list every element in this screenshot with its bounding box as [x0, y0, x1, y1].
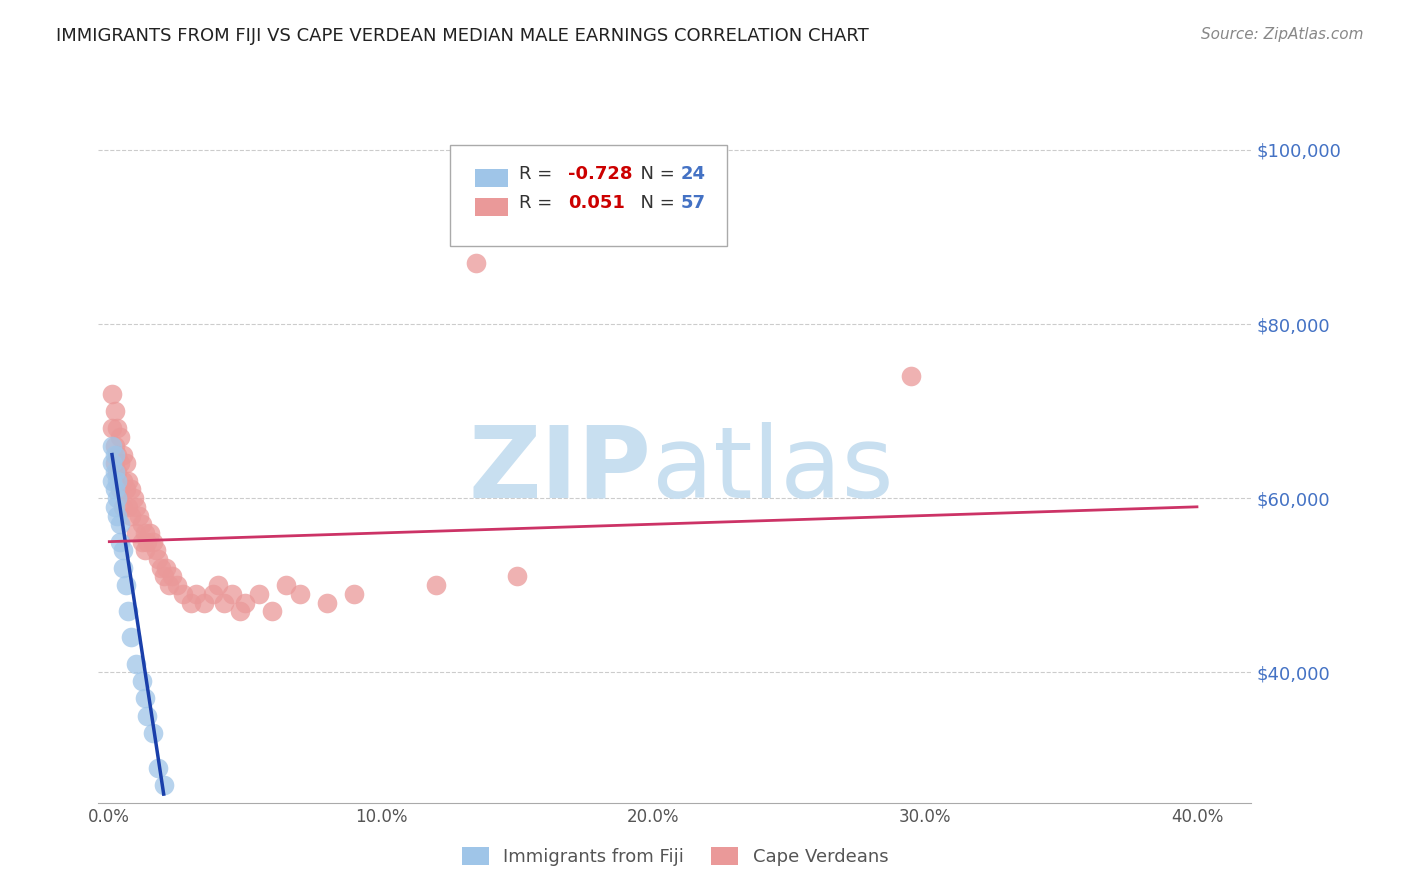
Point	[111, 500, 134, 514]
Point	[134, 525, 156, 540]
FancyBboxPatch shape	[475, 169, 508, 187]
Point	[104, 439, 127, 453]
Point	[136, 534, 159, 549]
Point	[107, 508, 129, 523]
Text: R =: R =	[519, 165, 558, 183]
Text: IMMIGRANTS FROM FIJI VS CAPE VERDEAN MEDIAN MALE EARNINGS CORRELATION CHART: IMMIGRANTS FROM FIJI VS CAPE VERDEAN MED…	[56, 27, 869, 45]
Point	[114, 483, 136, 497]
Point	[142, 534, 165, 549]
Point	[207, 578, 229, 592]
Point	[136, 708, 159, 723]
Point	[104, 404, 127, 418]
Point	[131, 673, 153, 688]
Point	[101, 386, 124, 401]
Point	[152, 569, 174, 583]
Point	[148, 552, 170, 566]
Point	[125, 525, 148, 540]
Point	[193, 596, 215, 610]
Point	[157, 578, 180, 592]
Point	[120, 483, 142, 497]
Point	[104, 483, 127, 497]
Text: ZIP: ZIP	[470, 422, 652, 519]
Point	[108, 483, 131, 497]
Text: 24: 24	[681, 165, 706, 183]
Point	[107, 448, 129, 462]
Point	[288, 587, 311, 601]
Point	[122, 491, 145, 505]
Point	[101, 474, 124, 488]
Point	[107, 474, 129, 488]
FancyBboxPatch shape	[475, 198, 508, 216]
Text: Source: ZipAtlas.com: Source: ZipAtlas.com	[1201, 27, 1364, 42]
Point	[101, 456, 124, 470]
Point	[120, 508, 142, 523]
Point	[229, 604, 252, 618]
Point	[201, 587, 224, 601]
Point	[160, 569, 183, 583]
Point	[104, 448, 127, 462]
Text: 0.051: 0.051	[568, 194, 624, 212]
Point	[233, 596, 256, 610]
Point	[506, 569, 529, 583]
Text: R =: R =	[519, 194, 564, 212]
Point	[117, 474, 139, 488]
Point	[104, 456, 127, 470]
Point	[120, 631, 142, 645]
Legend: Immigrants from Fiji, Cape Verdeans: Immigrants from Fiji, Cape Verdeans	[454, 839, 896, 873]
Point	[315, 596, 337, 610]
Point	[128, 508, 150, 523]
Point	[134, 691, 156, 706]
Point	[247, 587, 270, 601]
Point	[274, 578, 297, 592]
Point	[900, 369, 922, 384]
Point	[145, 543, 167, 558]
Point	[149, 561, 172, 575]
Point	[172, 587, 194, 601]
Point	[104, 465, 127, 479]
Point	[111, 543, 134, 558]
Point	[117, 604, 139, 618]
Point	[107, 421, 129, 435]
Point	[117, 500, 139, 514]
Point	[107, 465, 129, 479]
Point	[134, 543, 156, 558]
Point	[108, 456, 131, 470]
Point	[114, 578, 136, 592]
Point	[111, 561, 134, 575]
Point	[152, 778, 174, 792]
Text: -0.728: -0.728	[568, 165, 633, 183]
Point	[104, 500, 127, 514]
Text: atlas: atlas	[652, 422, 893, 519]
Point	[343, 587, 366, 601]
Point	[101, 439, 124, 453]
Point	[108, 430, 131, 444]
Point	[125, 500, 148, 514]
Point	[108, 534, 131, 549]
Point	[101, 421, 124, 435]
FancyBboxPatch shape	[450, 145, 727, 246]
Point	[111, 474, 134, 488]
Text: 57: 57	[681, 194, 706, 212]
Point	[111, 448, 134, 462]
Point	[131, 517, 153, 532]
Point	[148, 761, 170, 775]
Point	[465, 256, 488, 270]
Point	[212, 596, 235, 610]
Point	[221, 587, 243, 601]
Point	[108, 517, 131, 532]
Point	[142, 726, 165, 740]
Point	[155, 561, 177, 575]
Point	[139, 525, 162, 540]
Point	[186, 587, 208, 601]
Text: N =: N =	[628, 165, 681, 183]
Point	[131, 534, 153, 549]
Point	[180, 596, 202, 610]
Point	[114, 456, 136, 470]
Point	[262, 604, 284, 618]
Point	[425, 578, 447, 592]
Point	[107, 491, 129, 505]
Point	[166, 578, 188, 592]
Text: N =: N =	[628, 194, 681, 212]
Point	[125, 657, 148, 671]
